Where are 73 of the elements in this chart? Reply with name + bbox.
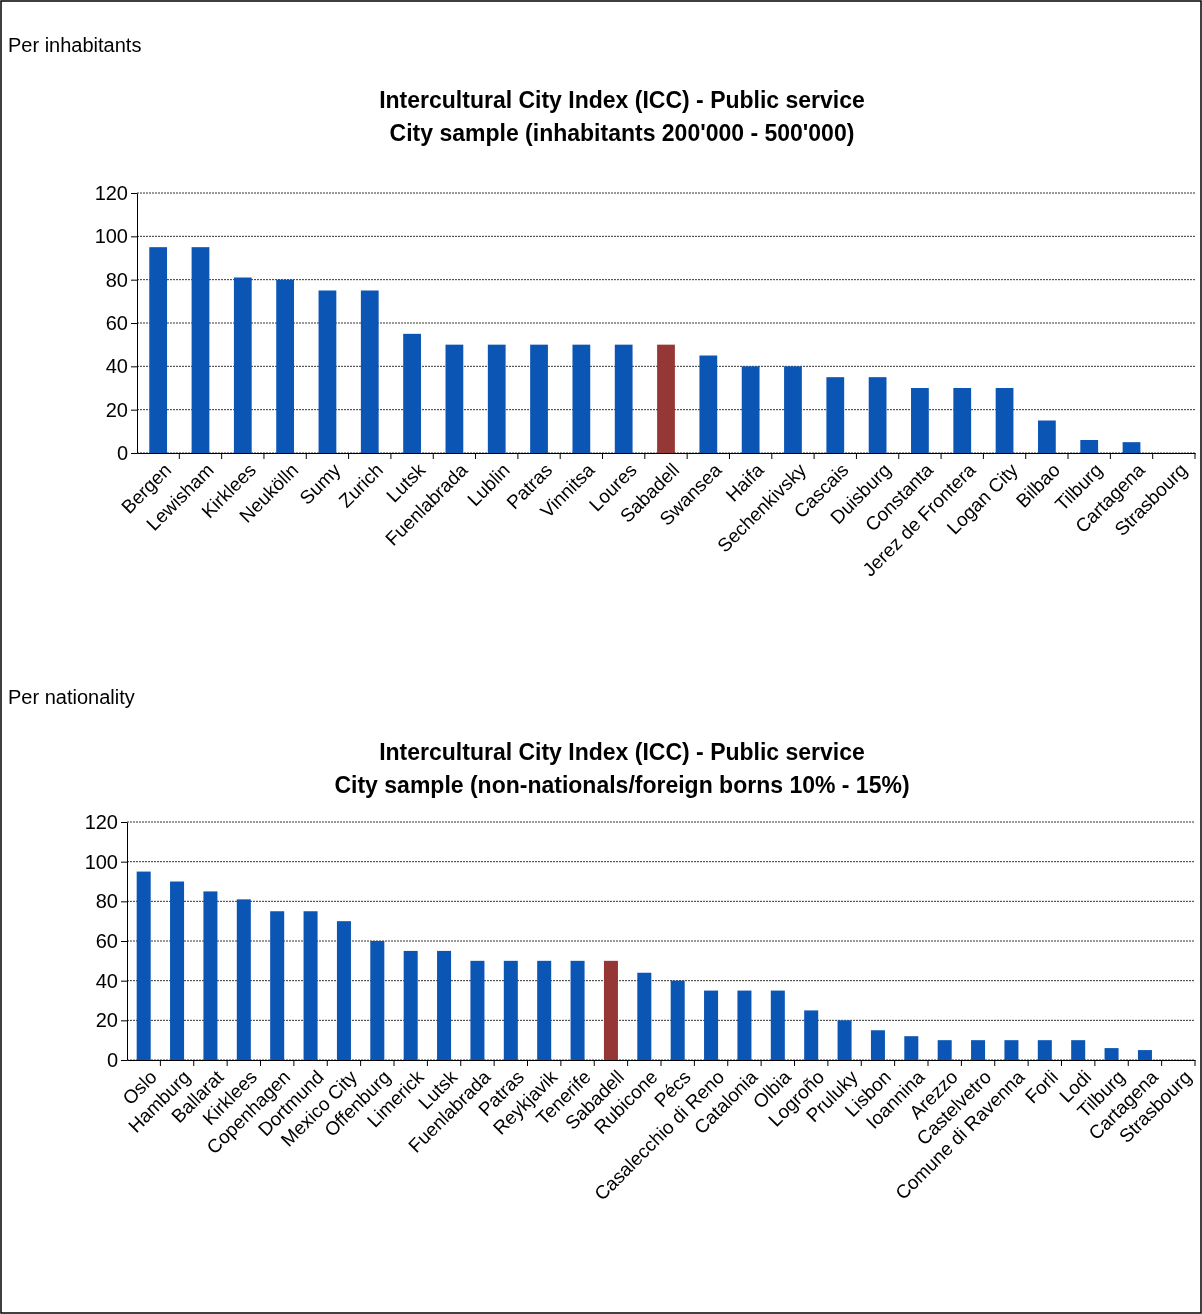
bar	[1037, 420, 1056, 453]
bar	[868, 377, 887, 453]
bar	[1104, 1048, 1119, 1060]
bar	[336, 921, 351, 1060]
text: Per nationality	[8, 686, 135, 708]
bar	[136, 871, 151, 1060]
bar	[699, 355, 718, 453]
bar	[360, 290, 379, 453]
bar	[503, 960, 518, 1060]
bar	[770, 990, 785, 1060]
bar	[276, 279, 295, 453]
bar	[1137, 1050, 1152, 1060]
bar	[804, 1010, 819, 1060]
bar	[487, 344, 506, 453]
bar	[270, 911, 285, 1060]
y-tick-label: 20	[105, 398, 128, 421]
y-tick-label: 120	[94, 181, 128, 204]
y-tick-label: 40	[105, 355, 128, 378]
y-tick-label: 0	[106, 1048, 118, 1071]
bar	[704, 990, 719, 1060]
y-tick-label: 80	[105, 268, 128, 291]
bar	[995, 388, 1014, 453]
bar	[953, 388, 972, 453]
bar	[603, 960, 618, 1060]
bar	[737, 990, 752, 1060]
bar	[837, 1020, 852, 1060]
bar	[203, 891, 218, 1060]
bar	[971, 1040, 986, 1060]
bar	[149, 247, 168, 453]
bar	[233, 277, 252, 453]
bar	[1037, 1040, 1052, 1060]
y-tick-label: 80	[95, 890, 118, 913]
bar	[826, 377, 845, 453]
y-tick-label: 100	[84, 850, 118, 873]
bar	[318, 290, 337, 453]
bar	[570, 960, 585, 1060]
text: Per inhabitants	[8, 34, 142, 56]
bar	[670, 980, 685, 1060]
bar	[303, 911, 318, 1060]
y-tick-label: 60	[95, 929, 118, 952]
chart-title: Intercultural City Index (ICC) - Public service City sample (non-nationals/foreign borns 10% - 15%)	[334, 739, 910, 798]
bar	[236, 899, 251, 1060]
bar	[784, 366, 802, 453]
y-tick-label: 100	[94, 225, 128, 248]
bar	[637, 972, 652, 1060]
bar	[530, 344, 548, 453]
bar	[445, 344, 464, 453]
bar	[1122, 442, 1141, 453]
bar	[170, 881, 185, 1060]
bar	[191, 247, 210, 453]
bar	[572, 344, 591, 453]
y-tick-label: 60	[105, 311, 128, 334]
bar	[657, 344, 675, 453]
bar	[437, 950, 452, 1060]
bar	[370, 941, 385, 1060]
bar	[911, 388, 929, 453]
bar	[403, 333, 421, 453]
y-tick-label: 120	[84, 810, 118, 833]
bar	[870, 1030, 885, 1060]
y-tick-label: 40	[95, 969, 118, 992]
bar	[1071, 1040, 1086, 1060]
bar	[1004, 1040, 1019, 1060]
bar	[614, 344, 633, 453]
bar	[470, 960, 485, 1060]
y-tick-label: 0	[116, 441, 128, 464]
bar	[937, 1040, 952, 1060]
y-tick-label: 20	[95, 1009, 118, 1032]
bar	[741, 366, 760, 453]
bar	[537, 960, 552, 1060]
chart-title: Intercultural City Index (ICC) - Public service City sample (inhabitants 200'000 - 500'000)	[379, 87, 865, 146]
bar	[904, 1036, 919, 1060]
bar	[403, 950, 418, 1060]
bar	[1080, 440, 1099, 453]
